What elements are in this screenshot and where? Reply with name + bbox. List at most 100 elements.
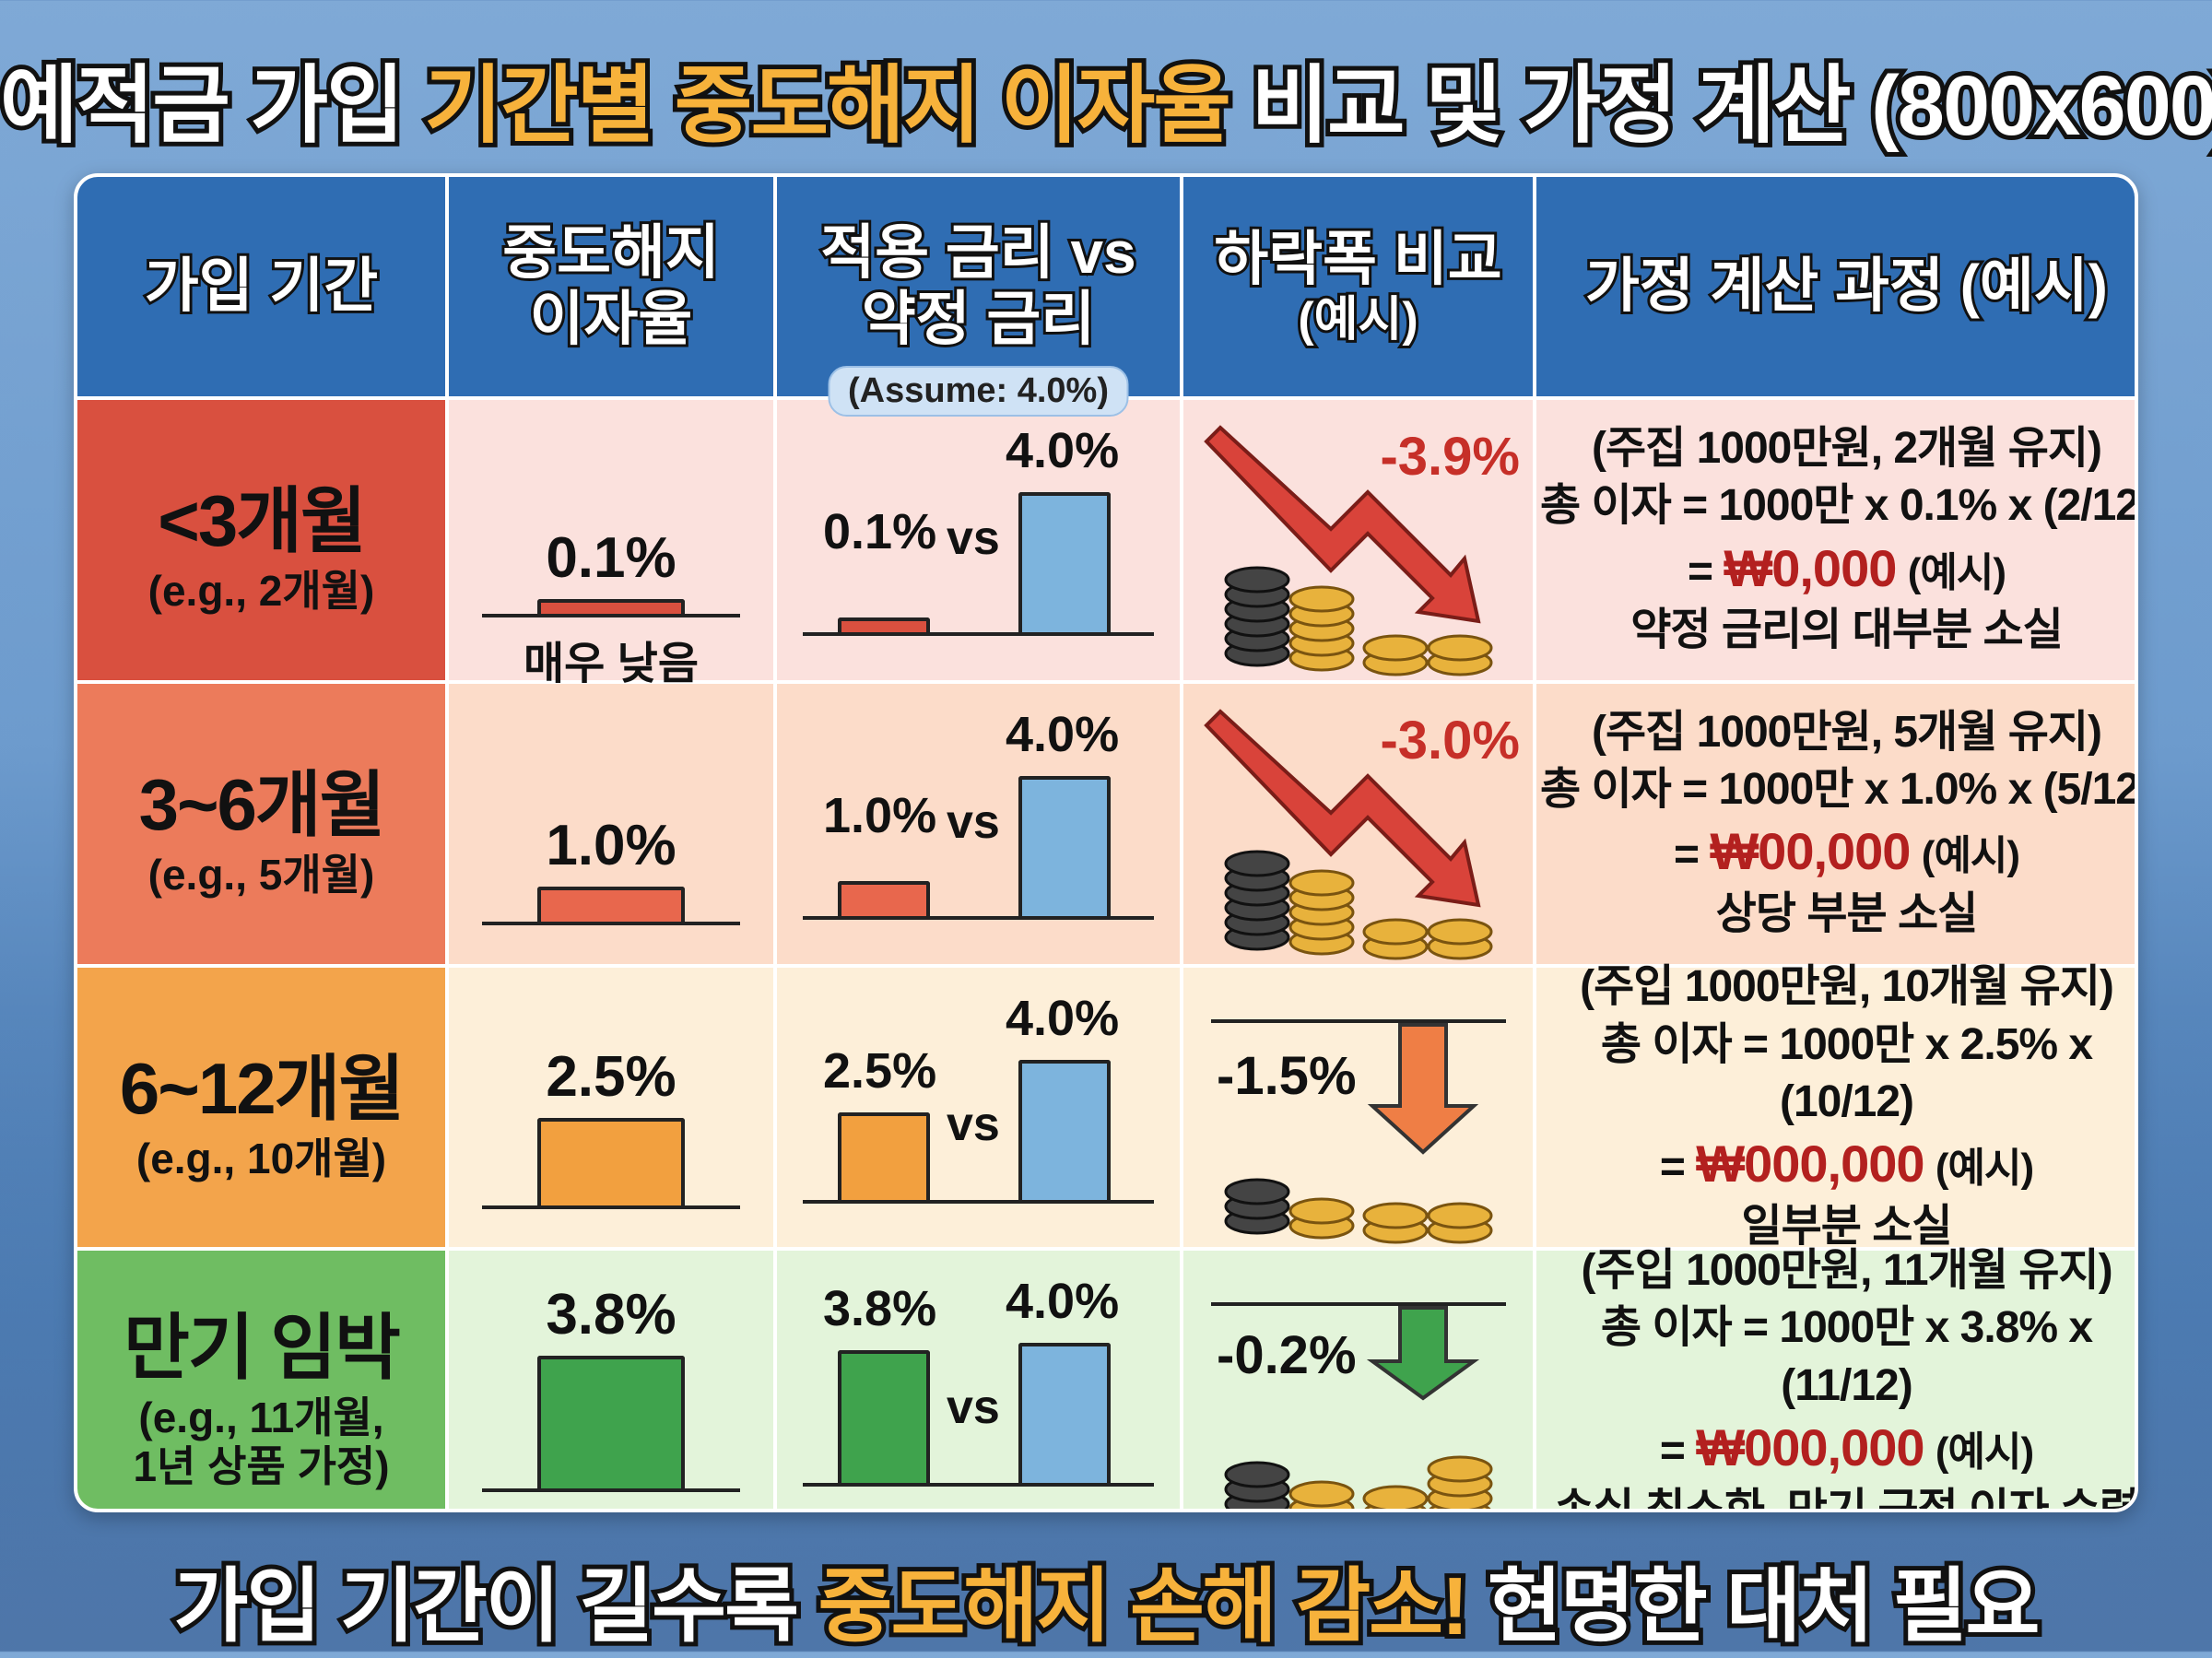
rate-bar [537,1355,685,1489]
calc-formula: 총 이자 = 1000만 x 0.1% x (2/12) [1540,481,2138,531]
period-example: (e.g., 5개월) [147,851,375,900]
drop-cell: -1.5% [1183,967,1533,1248]
promised-rate-label: 4.0% [1006,423,1120,478]
baseline [482,614,740,617]
vs-label: vs [947,794,1000,849]
early-rate-cell: 3.8% [449,1251,773,1509]
title-highlight: 기간별 중도해지 이자율 [419,54,1236,158]
period-example: 1년 상품 가정) [133,1442,390,1491]
period-example: (e.g., 10개월) [135,1134,387,1182]
calc-amount: ₩000,000 [1696,1135,1924,1194]
calc-conclusion: 상당 부분 소실 [1715,889,1979,939]
period-label: 만기 임박 [124,1307,401,1389]
calc-amount: ₩0,000 [1724,538,1897,597]
equals-sign: = [1659,1427,1686,1476]
footer-highlight: 중도해지 손해 감소! [814,1556,1474,1656]
example-tag: (예시) [1935,1146,2034,1192]
vs-label: vs [947,512,1000,565]
calc-conclusion: 손실 최소화, 만기 근접 이자 수령 [1553,1485,2138,1512]
promised-rate-bar [1018,1059,1111,1200]
header-label: (예시) [1295,290,1420,349]
calc-formula: 총 이자 = 1000만 x 1.0% x (5/12) [1540,765,2138,815]
title-part2: 비교 및 가정 계산 (800x600) [1229,54,2212,158]
period-label: 3~6개월 [138,764,386,846]
compare-cell: 1.0% 4.0% vs [777,683,1180,964]
drop-cell: -3.9% [1183,400,1533,680]
title-part1: 예적금 가입 [0,54,425,158]
header-label: 적용 금리 vs [818,218,1138,288]
header-label: 중도해지 [500,218,723,288]
promised-rate-label: 4.0% [1006,706,1120,762]
drop-value: -3.9% [1380,427,1520,487]
promised-rate-bar [1018,1343,1111,1484]
compare-cell: 0.1% 4.0% vs [777,400,1180,680]
drop-cell: -3.0% [1183,683,1533,964]
early-rate-cell: 2.5% [449,967,773,1248]
period-label: 6~12개월 [119,1047,405,1129]
calculation-cell: (주집 1000만원, 2개월 유지) 총 이자 = 1000만 x 0.1% x… [1536,400,2138,680]
rate-bar [537,599,685,614]
footer-message: 가입 기간이 길수록 중도해지 손해 감소! 현명한 대처 필요 [0,1541,2212,1658]
period-example: (e.g., 11개월, [138,1393,384,1442]
baseline [803,915,1154,920]
vs-label: vs [947,1381,1000,1435]
rate-bar [537,886,685,922]
header-label: 가입 기간 [142,250,381,321]
drop-value: -0.2% [1217,1325,1357,1386]
baseline [803,632,1154,636]
equals-sign: = [1688,547,1713,596]
applied-rate-bar [838,1111,930,1200]
vs-label: vs [947,1097,1000,1151]
calc-conclusion: 약정 금리의 대부분 소실 [1630,606,2064,655]
baseline [482,921,740,925]
early-rate-cell: 1.0% [449,683,773,964]
footer-part2: 현명한 대처 필요 [1466,1556,2045,1656]
calc-principal: (주입 1000만원, 11개월 유지) [1581,1245,2112,1295]
calculation-cell: (주입 1000만원, 11개월 유지) 총 이자 = 1000만 x 3.8% … [1536,1246,2138,1512]
rate-value: 0.1% [546,526,677,590]
baseline [482,1205,740,1209]
calc-result: = ₩0,000 (예시) [1688,535,2006,603]
drop-value: -3.0% [1380,710,1520,770]
zigzag-down-arrow-icon [1204,425,1493,676]
header-label: 약정 금리 [859,283,1098,354]
period-cell: <3개월 (e.g., 2개월) [77,400,445,680]
zigzag-down-arrow-icon [1204,708,1493,960]
header-label: 하락폭 비교 [1211,223,1504,294]
header-applied-vs-promised: 적용 금리 vs 약정 금리 (Assume: 4.0%) [777,177,1180,417]
footer-part1: 가입 기간이 길수록 [169,1556,818,1656]
calc-formula: 총 이자 = 1000만 x 2.5% x (10/12) [1600,1019,2093,1126]
page-title: 예적금 가입 기간별 중도해지 이자율 비교 및 가정 계산 (800x600) [0,37,2212,159]
assume-badge: (Assume: 4.0%) [828,366,1129,417]
equals-sign: = [1659,1143,1686,1193]
applied-rate-label: 0.1% [823,504,937,559]
promised-rate-label: 4.0% [1006,990,1120,1046]
calc-principal: (주입 1000만원, 10개월 유지) [1580,962,2114,1012]
equals-sign: = [1673,830,1700,880]
rate-value: 2.5% [546,1044,677,1109]
example-tag: (예시) [1935,1429,2034,1476]
applied-rate-bar [838,1349,930,1484]
applied-rate-bar [838,617,930,632]
header-period: 가입 기간 [77,177,445,396]
header-label: 이자율 [527,283,696,354]
header-early-rate: 중도해지 이자율 [449,177,773,396]
compare-cell: 2.5% 4.0% vs [777,967,1180,1248]
down-arrow-icon [1211,1018,1506,1243]
down-arrow-icon [1211,1302,1506,1509]
period-example: (e.g., 2개월) [147,567,375,616]
header-label: 가정 계산 과정 (예시) [1583,250,2111,321]
promised-rate-label: 4.0% [1006,1274,1120,1330]
applied-rate-bar [838,880,930,916]
baseline [803,1199,1154,1204]
rate-value: 1.0% [546,813,677,877]
calc-amount: ₩000,000 [1696,1418,1924,1477]
period-cell: 6~12개월 (e.g., 10개월) [77,967,445,1248]
compare-cell: 3.8% 4.0% vs [777,1251,1180,1509]
applied-rate-label: 1.0% [823,787,937,843]
rate-bar [537,1117,685,1205]
header-calculation: 가정 계산 과정 (예시) [1536,177,2135,396]
example-tag: (예시) [1907,549,2006,595]
baseline [482,1488,740,1493]
header-drop: 하락폭 비교 (예시) [1183,177,1533,396]
